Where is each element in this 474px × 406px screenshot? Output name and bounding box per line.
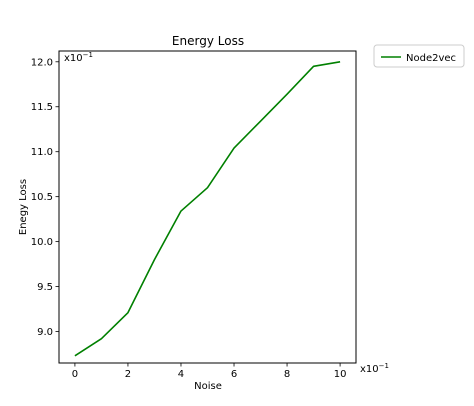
y-tick-label: 11.5: [31, 102, 53, 113]
y-axis-ticks: 9.0 9.5 10.0 10.5 11.0 11.5 12.0: [31, 57, 59, 338]
legend: Node2vec: [373, 44, 465, 68]
chart-title: Energy Loss: [172, 34, 244, 48]
series-line-node2vec: [74, 61, 341, 357]
x-axis-ticks: 0 2 4 6 8 10: [72, 363, 347, 380]
y-axis-label: Enegy Loss: [18, 179, 29, 235]
x-tick-label: 0: [72, 369, 78, 380]
x-tick-label: 4: [178, 369, 184, 380]
x-tick-label: 10: [334, 369, 347, 380]
x-tick-label: 8: [284, 369, 290, 380]
legend-label-node2vec: Node2vec: [406, 53, 456, 64]
series-layer: [74, 61, 341, 357]
y-axis-multiplier: x10−1: [64, 51, 93, 64]
y-tick-label: 9.0: [37, 327, 53, 338]
y-tick-label: 12.0: [31, 57, 53, 68]
x-axis-multiplier: x10−1: [360, 362, 389, 375]
y-tick-label: 10.0: [31, 237, 53, 248]
y-tick-label: 11.0: [31, 147, 53, 158]
x-tick-label: 2: [125, 369, 131, 380]
legend-box: [373, 44, 465, 68]
x-tick-label: 6: [231, 369, 237, 380]
x-axis-label: Noise: [194, 381, 222, 392]
y-tick-label: 9.5: [37, 282, 53, 293]
plot-area-frame: [58, 50, 357, 364]
y-tick-label: 10.5: [31, 192, 53, 203]
